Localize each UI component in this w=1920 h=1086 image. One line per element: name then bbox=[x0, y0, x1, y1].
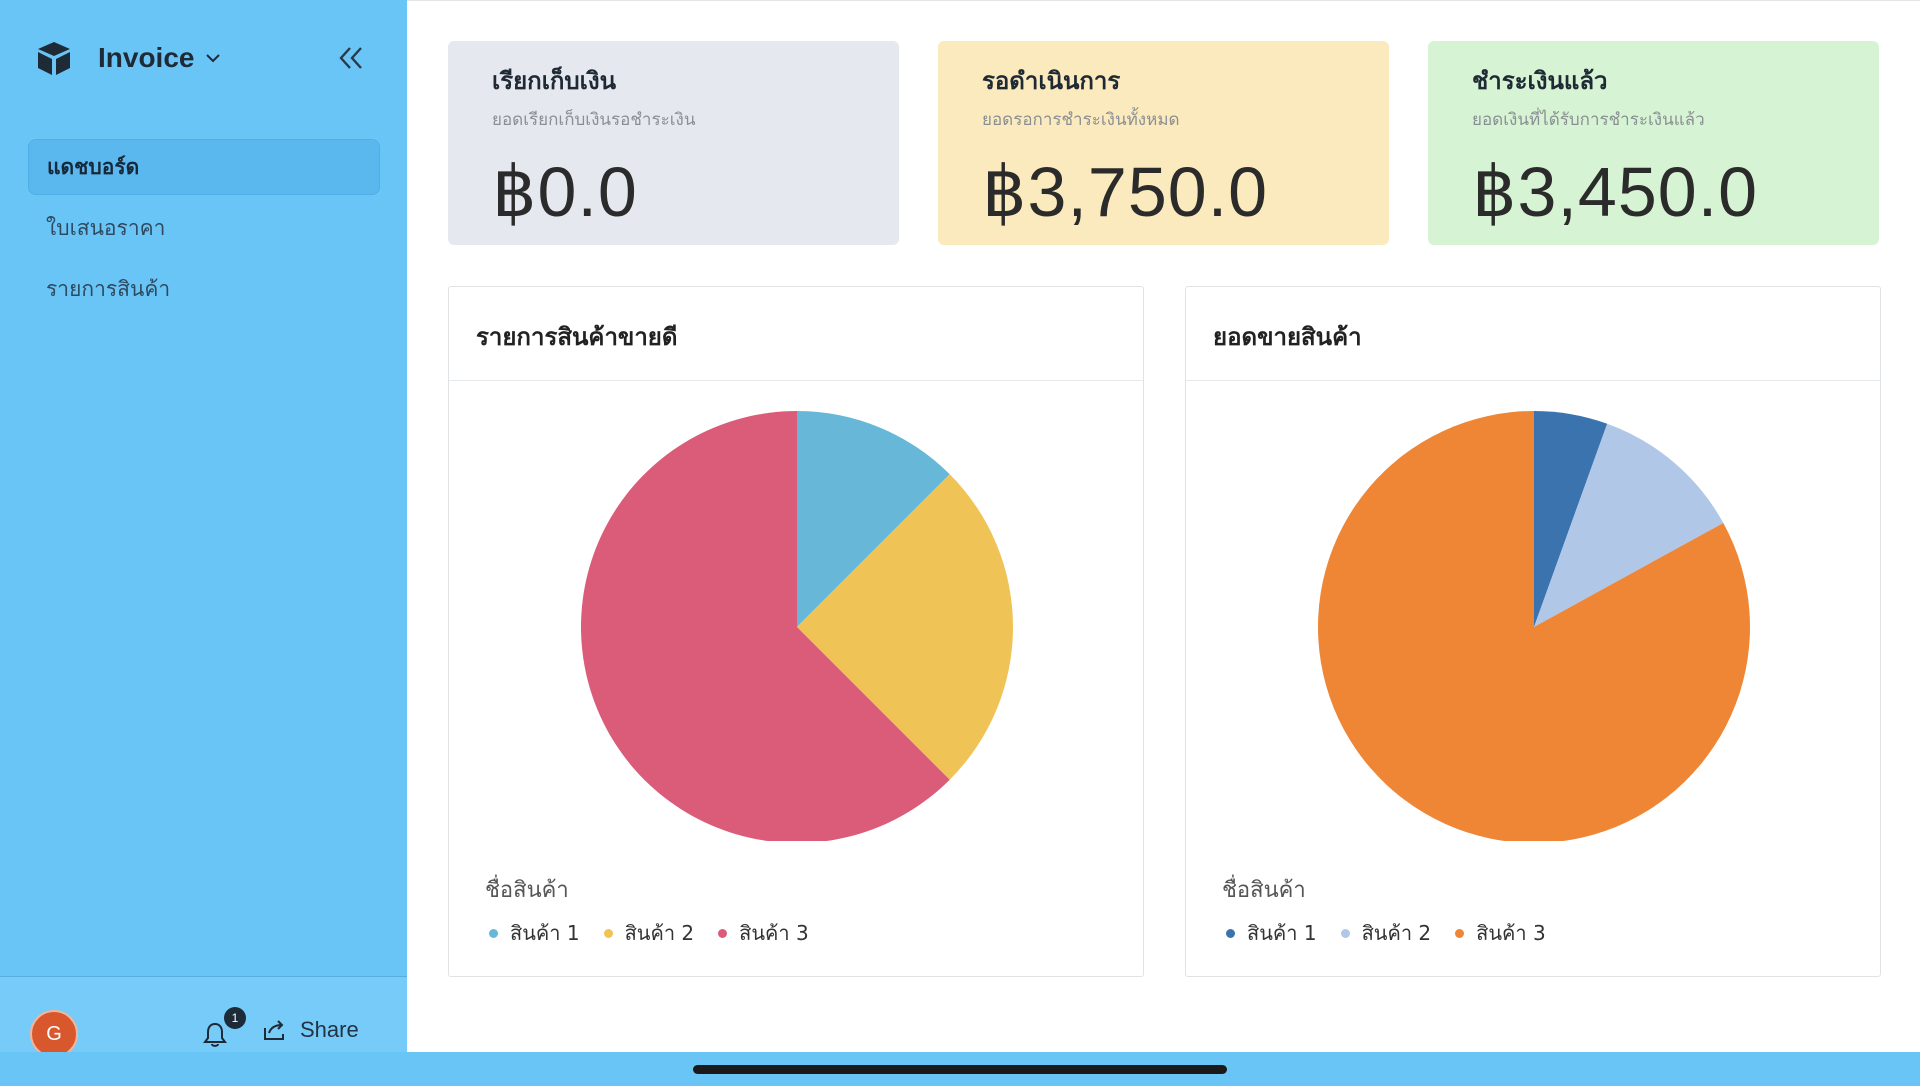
share-icon bbox=[264, 1020, 284, 1040]
main-content: เรียกเก็บเงิน ยอดเรียกเก็บเงินรอชำระเงิน… bbox=[407, 0, 1920, 1052]
pie-slice-3[interactable] bbox=[1318, 411, 1750, 841]
share-button[interactable]: Share bbox=[262, 1017, 359, 1043]
app-title: Invoice bbox=[98, 42, 195, 73]
stat-subtitle: ยอดเงินที่ได้รับการชำระเงินแล้ว bbox=[1472, 110, 1705, 130]
stat-card-paid: ชำระเงินแล้ว ยอดเงินที่ได้รับการชำระเงิน… bbox=[1428, 41, 1879, 245]
legend-dot bbox=[718, 928, 728, 938]
legend-item[interactable]: สินค้า 1 bbox=[489, 917, 580, 949]
legend-item[interactable]: สินค้า 1 bbox=[1226, 917, 1317, 949]
stat-value: ฿3,750.0 bbox=[982, 153, 1269, 231]
chart-panel-top-products: รายการสินค้าขายดี ชื่อสินค้า สินค้า 1 สิ… bbox=[448, 286, 1144, 977]
chevron-down-icon bbox=[206, 54, 221, 63]
sidebar-item-dashboard[interactable]: แดชบอร์ด bbox=[28, 139, 380, 195]
stat-card-billed: เรียกเก็บเงิน ยอดเรียกเก็บเงินรอชำระเงิน… bbox=[448, 41, 899, 245]
legend-title: ชื่อสินค้า bbox=[485, 878, 569, 903]
stat-subtitle: ยอดรอการชำระเงินทั้งหมด bbox=[982, 110, 1180, 130]
legend-dot bbox=[1226, 928, 1235, 938]
legend-item[interactable]: สินค้า 2 bbox=[1340, 917, 1432, 949]
legend-label: สินค้า 2 bbox=[1361, 921, 1432, 945]
legend-label: สินค้า 1 bbox=[510, 921, 580, 945]
pie-slice-2[interactable] bbox=[1534, 423, 1724, 627]
stat-title: ชำระเงินแล้ว bbox=[1472, 67, 1608, 95]
pie-slice-1[interactable] bbox=[1534, 411, 1608, 627]
stat-card-pending: รอดำเนินการ ยอดรอการชำระเงินทั้งหมด ฿3,7… bbox=[938, 41, 1389, 245]
chart-legend: สินค้า 1 สินค้า 2 สินค้า 3 bbox=[489, 917, 809, 949]
legend-label: สินค้า 3 bbox=[1476, 921, 1546, 945]
chart-legend: สินค้า 1 สินค้า 2 สินค้า 3 bbox=[1226, 917, 1546, 949]
pie-slice-3[interactable] bbox=[580, 411, 950, 841]
collapse-sidebar-icon[interactable] bbox=[336, 44, 366, 72]
panel-title: รายการสินค้าขายดี bbox=[449, 287, 1143, 381]
legend-label: สินค้า 3 bbox=[739, 921, 809, 945]
chart-panel-product-sales: ยอดขายสินค้า ชื่อสินค้า สินค้า 1 สินค้า … bbox=[1185, 286, 1881, 977]
legend-label: สินค้า 2 bbox=[624, 921, 695, 945]
legend-dot bbox=[1340, 928, 1350, 938]
legend-item[interactable]: สินค้า 3 bbox=[1455, 917, 1546, 949]
app-switcher[interactable]: Invoice bbox=[34, 38, 222, 78]
sidebar: Invoice แดชบอร์ด ใบเสนอราคา รายการสินค้า… bbox=[0, 0, 407, 1058]
pie-chart bbox=[1318, 411, 1750, 841]
legend-dot bbox=[603, 928, 613, 938]
pie-slice-2[interactable] bbox=[797, 474, 1013, 780]
stat-value: ฿0.0 bbox=[492, 153, 638, 231]
bell-icon[interactable] bbox=[202, 1021, 228, 1049]
share-label: Share bbox=[300, 1017, 359, 1042]
box-logo-icon bbox=[38, 42, 70, 75]
legend-dot bbox=[1455, 928, 1465, 938]
pie-slice-1[interactable] bbox=[797, 411, 950, 627]
legend-dot bbox=[489, 928, 498, 938]
sidebar-item-products[interactable]: รายการสินค้า bbox=[46, 276, 171, 301]
avatar[interactable]: G bbox=[30, 1010, 78, 1058]
legend-item[interactable]: สินค้า 3 bbox=[718, 917, 809, 949]
legend-item[interactable]: สินค้า 2 bbox=[603, 917, 695, 949]
sidebar-footer: G 1 Share bbox=[0, 976, 407, 1058]
stat-value: ฿3,450.0 bbox=[1472, 153, 1759, 231]
stat-title: เรียกเก็บเงิน bbox=[492, 67, 616, 95]
panel-title: ยอดขายสินค้า bbox=[1186, 287, 1880, 381]
stat-subtitle: ยอดเรียกเก็บเงินรอชำระเงิน bbox=[492, 110, 696, 130]
sidebar-item-quotations[interactable]: ใบเสนอราคา bbox=[46, 215, 166, 240]
stat-title: รอดำเนินการ bbox=[982, 67, 1121, 95]
sidebar-nav: แดชบอร์ด ใบเสนอราคา รายการสินค้า bbox=[28, 139, 380, 322]
notification-badge: 1 bbox=[224, 1007, 246, 1029]
legend-title: ชื่อสินค้า bbox=[1222, 878, 1306, 903]
legend-label: สินค้า 1 bbox=[1247, 921, 1317, 945]
pie-chart bbox=[580, 411, 1013, 841]
home-indicator[interactable] bbox=[693, 1065, 1227, 1074]
